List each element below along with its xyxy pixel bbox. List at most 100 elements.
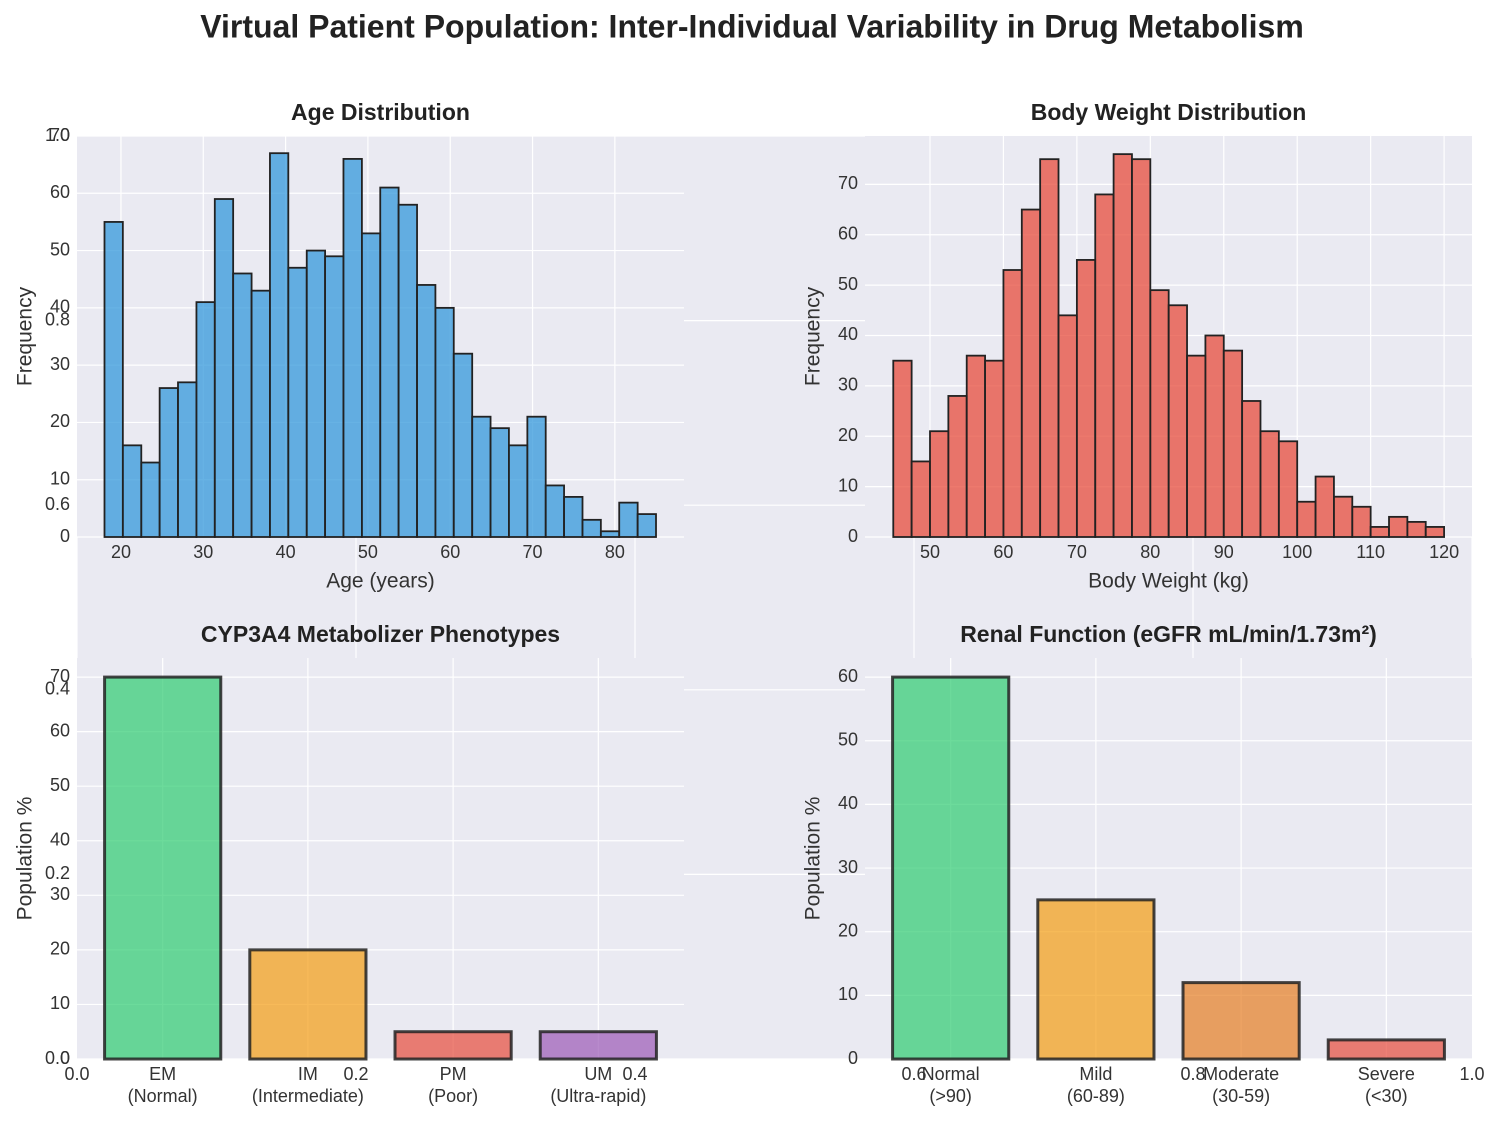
x-tick-label: EM (Normal) [128,1064,198,1106]
histogram-bar [563,495,584,538]
histogram-bar [140,461,161,538]
histogram-bar [1406,520,1427,538]
histogram-bar [984,359,1005,538]
histogram-bar [397,203,418,538]
label-line: (30-59) [1212,1086,1270,1106]
y-tick-label: 60 [838,223,858,243]
bar [891,675,1011,1061]
y-tick-label: 50 [50,239,70,259]
y-tick-label: 0.8 [45,309,70,329]
x-tick-label: 100 [1282,542,1312,562]
histogram-bar [232,272,253,538]
x-tick-label: 40 [276,542,296,562]
bar [1326,1038,1446,1061]
histogram-bar [158,387,179,538]
x-tick-label: 60 [993,542,1013,562]
bar [103,675,223,1061]
label-line: (Normal) [128,1086,198,1106]
x-tick-label: Moderate (30-59) [1203,1064,1279,1106]
x-tick-label: 0.6 [901,1064,926,1084]
y-tick-label: 0 [60,526,70,546]
x-axis-label: Age (years) [326,570,435,593]
y-axis-label: Population % [14,797,37,921]
y-tick-label: 20 [838,920,858,940]
x-tick-label: Severe (<30) [1358,1064,1415,1106]
figure-title: Virtual Patient Population: Inter-Indivi… [200,8,1304,44]
histogram-bar [342,158,363,538]
histogram-bar [1388,515,1409,538]
x-tick-label: 70 [1067,542,1087,562]
label-line: (<30) [1365,1086,1408,1106]
subplot-title: Age Distribution [291,99,470,125]
histogram-bar [1020,208,1042,538]
histogram-bar [947,395,968,538]
histogram-bar [1333,495,1354,538]
y-tick-label: 10 [838,475,858,495]
x-tick-label: 50 [358,542,378,562]
histogram-bar [1002,269,1023,538]
x-tick-label: 0.2 [343,1064,368,1084]
histogram-bar [1112,153,1133,538]
y-tick-label: 40 [838,793,858,813]
histogram-bar [1204,334,1225,538]
x-tick-label: 50 [920,542,940,562]
label-line: (Intermediate) [252,1086,364,1106]
y-tick-label: 0.0 [45,1048,70,1068]
histogram-bar [471,415,492,538]
subplot-title: Renal Function (eGFR mL/min/1.73m²) [960,621,1377,647]
histogram-bar [360,232,382,538]
histogram-bar [121,444,143,538]
label-line: (60-89) [1067,1086,1125,1106]
y-axis-label: Population % [802,797,825,921]
x-tick-label: 0.8 [1180,1064,1205,1084]
bar [1036,898,1156,1061]
x-tick-label: 0.4 [622,1064,647,1084]
y-tick-label: 30 [838,375,858,395]
x-tick-label: PM (Poor) [428,1064,478,1106]
label-line: Moderate [1203,1064,1279,1084]
x-tick-label: 80 [605,542,625,562]
y-tick-label: 20 [50,411,70,431]
label-line: (>90) [929,1086,972,1106]
histogram-bar [1094,193,1115,538]
label-line: Mild [1079,1064,1112,1084]
histogram-bar [1167,304,1188,538]
y-tick-label: 50 [838,274,858,294]
bar [538,1030,658,1061]
x-tick-label: 110 [1356,542,1385,562]
histogram-bar [379,186,400,538]
histogram-bar [1351,505,1372,538]
histogram-bar [526,415,547,538]
y-tick-label: 70 [838,173,858,193]
label-line: IM [298,1064,318,1084]
x-tick-label: 30 [193,542,213,562]
histogram-bar [636,513,657,538]
histogram-bar [1277,440,1299,538]
histogram-bar [103,221,124,538]
y-tick-label: 0.6 [45,494,70,514]
histogram-bar [1057,314,1078,538]
x-tick-label: IM (Intermediate) [252,1064,364,1106]
histogram-bar [452,352,474,538]
y-tick-label: 30 [838,857,858,877]
subplot-title: Body Weight Distribution [1031,99,1307,125]
histogram-bar [581,518,602,538]
y-tick-label: 50 [838,729,858,749]
subplot-title: CYP3A4 Metabolizer Phenotypes [201,621,560,647]
x-tick-label: Normal (>90) [922,1064,980,1106]
y-tick-label: 0 [60,1048,70,1068]
label-line: PM [440,1064,467,1084]
x-axis-label: Body Weight (kg) [1088,570,1249,593]
bar [393,1030,513,1061]
x-tick-label: 60 [440,542,460,562]
histogram-bar [1369,526,1390,538]
y-tick-label: 0.2 [45,863,70,883]
y-tick-label: 60 [50,720,70,740]
y-tick-label: 40 [50,297,70,317]
y-tick-label: 0 [848,526,858,546]
x-tick-label: 1.0 [1459,1064,1484,1084]
histogram-bar [1314,475,1335,538]
label-line: (Poor) [428,1086,478,1106]
